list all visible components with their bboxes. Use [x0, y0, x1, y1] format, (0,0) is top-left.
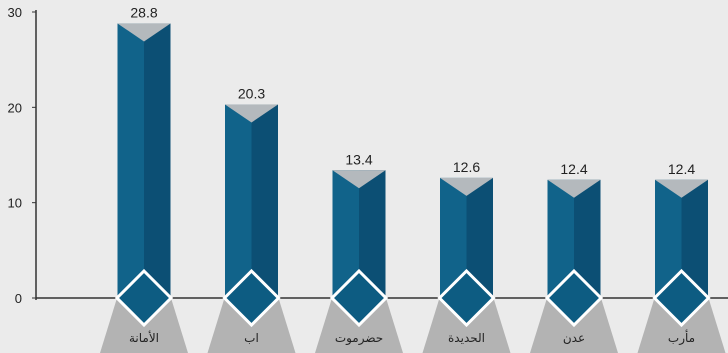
bar-top-cap	[332, 170, 386, 189]
bar-top-cap	[225, 104, 278, 123]
bar-top-cap	[547, 179, 601, 198]
y-tick-label: 20	[8, 100, 22, 115]
bar-face-left	[225, 104, 252, 299]
bar-top-cap	[117, 23, 171, 42]
data-label: 20.3	[238, 85, 265, 101]
bar-face-left	[117, 23, 144, 298]
y-tick-label: 0	[15, 291, 22, 306]
bar-1	[100, 23, 188, 353]
bar-top-cap	[655, 179, 708, 198]
bar-2	[207, 104, 296, 353]
category-label: عدن	[563, 331, 585, 345]
bar-6	[637, 179, 726, 353]
data-label: 12.4	[668, 161, 695, 177]
labels: 0 10 20 30 28.8 الأمانة 20.3 اب 13.4 حضرموت 12.6 ال…	[8, 4, 696, 346]
bar-diamond	[437, 268, 496, 328]
bar-diamond	[652, 268, 711, 328]
data-label: 13.4	[345, 151, 372, 167]
bar-top-cap	[440, 177, 493, 196]
bar-5	[530, 179, 618, 353]
category-label: الأمانة	[129, 330, 159, 345]
y-tick-label: 30	[8, 5, 22, 20]
category-label: اب	[244, 331, 259, 345]
bar-3	[315, 170, 403, 353]
bar-diamond	[114, 268, 174, 328]
bar-diamond	[222, 268, 281, 328]
bar-face-right	[144, 23, 171, 298]
bar-diamond	[329, 268, 389, 328]
bars	[100, 23, 726, 353]
bar-4	[422, 177, 511, 353]
bar-face-right	[251, 104, 278, 299]
y-tick-label: 10	[8, 196, 22, 211]
data-label: 12.6	[453, 159, 480, 175]
category-label: حضرموت	[335, 331, 383, 346]
data-label: 28.8	[130, 4, 157, 20]
data-label: 12.4	[560, 161, 587, 177]
category-label: مأرب	[668, 329, 695, 346]
category-label: الحديدة	[448, 331, 485, 345]
bar-diamond	[544, 268, 604, 328]
